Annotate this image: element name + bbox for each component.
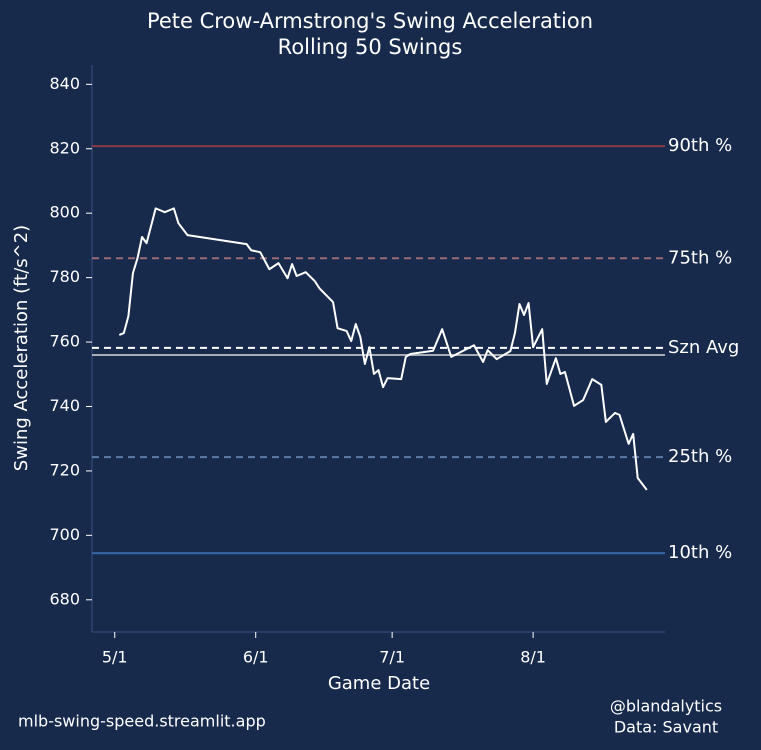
y-tick-label: 780 [49, 267, 80, 286]
x-tick-label: 8/1 [520, 648, 546, 667]
y-tick-label: 680 [49, 589, 80, 608]
footer-credit: @blandalytics [610, 697, 722, 716]
y-tick-label: 800 [49, 203, 80, 222]
y-tick-label: 820 [49, 138, 80, 157]
x-tick-label: 7/1 [379, 648, 405, 667]
x-axis-label: Game Date [328, 673, 430, 694]
reference-label: 25th % [668, 446, 732, 467]
reference-label: 90th % [668, 135, 732, 156]
reference-label: 10th % [668, 542, 732, 563]
y-tick-label: 700 [49, 525, 80, 544]
footer-source: Data: Savant [614, 718, 718, 737]
y-tick-label: 740 [49, 396, 80, 415]
chart-title: Pete Crow-Armstrong's Swing Acceleration [147, 9, 593, 33]
x-tick-label: 5/1 [102, 648, 128, 667]
y-tick-label: 840 [49, 74, 80, 93]
chart-subtitle: Rolling 50 Swings [278, 35, 463, 59]
footer-left: mlb-swing-speed.streamlit.app [18, 712, 266, 731]
reference-label: 75th % [668, 247, 732, 268]
x-tick-label: 6/1 [243, 648, 269, 667]
y-tick-label: 760 [49, 332, 80, 351]
data-line [118, 207, 648, 491]
y-tick-label: 720 [49, 460, 80, 479]
reference-label: Szn Avg [668, 337, 739, 358]
y-axis-label: Swing Acceleration (ft/s^2) [11, 225, 32, 471]
